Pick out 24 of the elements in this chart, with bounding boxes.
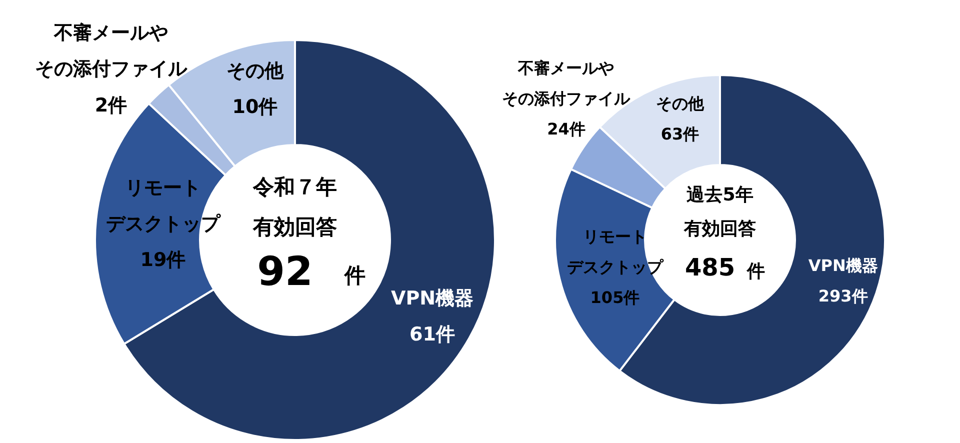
slice-label: VPN機器 bbox=[391, 287, 474, 310]
slice-label: その他 bbox=[226, 60, 284, 82]
slice-label: 不審メールやその添付ファイル bbox=[35, 22, 188, 80]
text: 485 bbox=[684, 254, 736, 282]
text: 有効回答 bbox=[252, 214, 337, 239]
text: 件 bbox=[746, 260, 765, 282]
slice-label: その他 bbox=[656, 94, 705, 114]
data-label: 19件 bbox=[140, 249, 186, 272]
data-label: 2件 bbox=[94, 94, 128, 116]
text: 件 bbox=[344, 264, 366, 288]
slice-label: 不審メールやその添付ファイル bbox=[502, 58, 632, 108]
data-label: 24件 bbox=[547, 120, 586, 139]
text: 過去5年 bbox=[686, 184, 754, 206]
text: 92 bbox=[257, 248, 313, 295]
slice-label: VPN機器 bbox=[808, 256, 878, 275]
data-label: 293件 bbox=[818, 286, 868, 306]
slice-label: リモートデスクトップ bbox=[567, 227, 664, 276]
text: 有効回答 bbox=[683, 218, 756, 240]
data-label: 61件 bbox=[410, 323, 456, 346]
data-label: 63件 bbox=[660, 124, 700, 144]
data-label: 105件 bbox=[590, 288, 640, 307]
slice-label: リモートデスクトップ bbox=[106, 177, 221, 236]
text: 令和７年 bbox=[252, 174, 337, 199]
data-label: 10件 bbox=[232, 96, 278, 118]
